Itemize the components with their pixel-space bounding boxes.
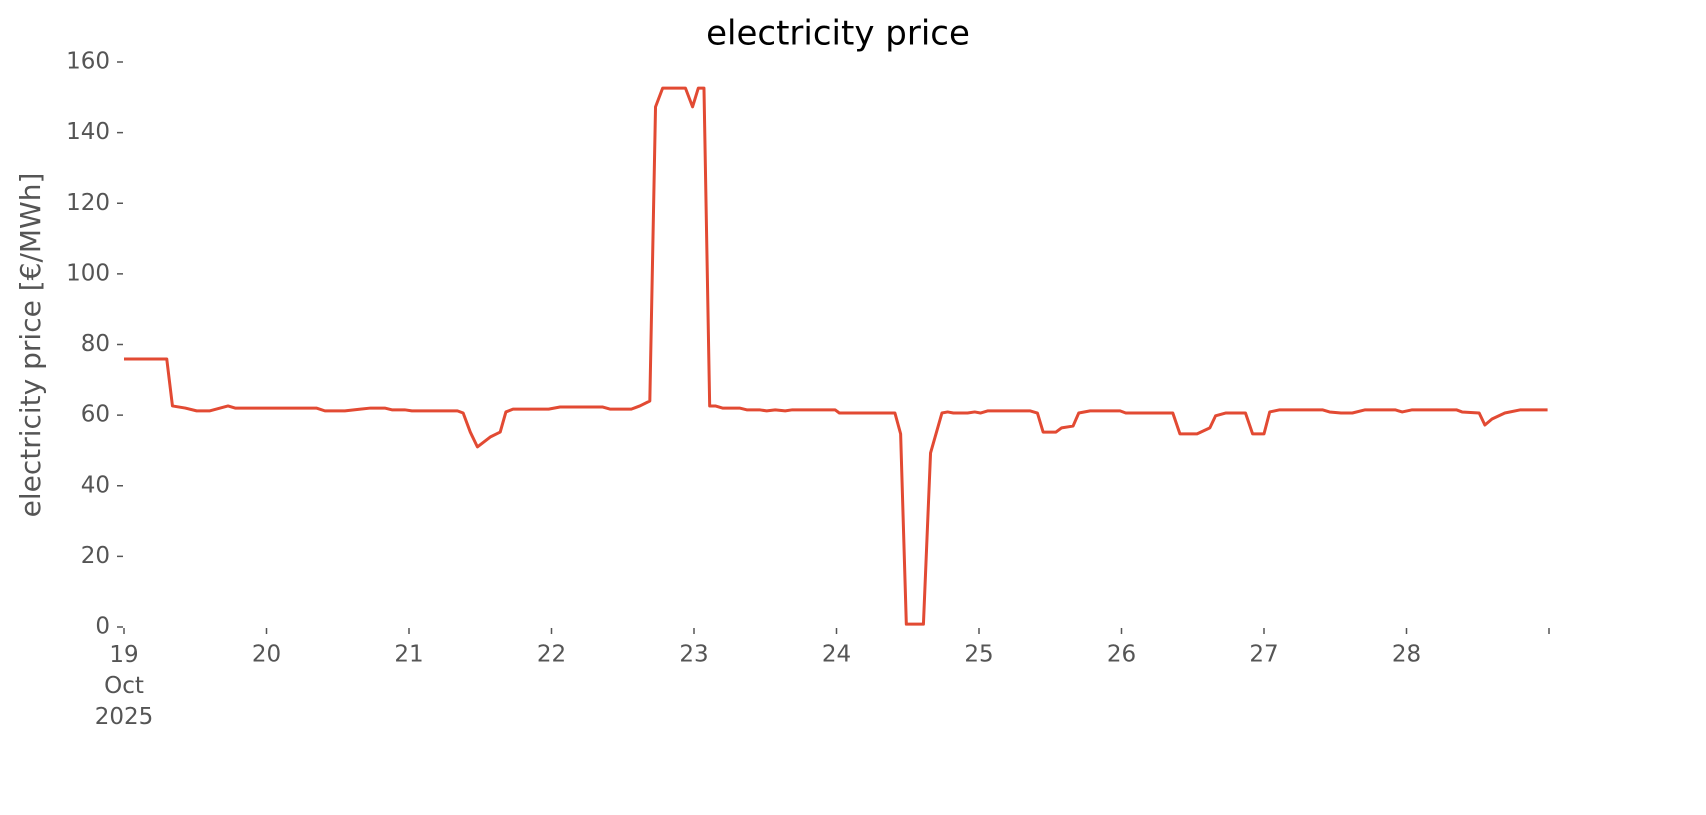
price-line	[124, 86, 1548, 626]
y-tick-label: 20	[81, 543, 110, 569]
y-tick-label: 40	[81, 472, 110, 498]
y-tick-label: 120	[66, 190, 110, 216]
x-tick-label: 23	[679, 642, 708, 668]
chart-title: electricity price	[706, 14, 970, 54]
y-tick-label: 160	[66, 49, 110, 75]
x-tick-label: 26	[1107, 642, 1136, 668]
y-tick-label: 60	[81, 402, 110, 428]
x-tick-label: 21	[394, 642, 423, 668]
x-tick-label: 25	[964, 642, 993, 668]
x-tick-label: 28	[1392, 642, 1421, 668]
x-tick-label: 24	[822, 642, 851, 668]
x-tick-label: 22	[537, 642, 566, 668]
y-tick-label: 80	[81, 331, 110, 357]
x-tick-label: 20	[252, 642, 281, 668]
y-axis-label: electricity price [€/MWh]	[14, 173, 47, 518]
x-tick-label: 27	[1249, 642, 1278, 668]
y-tick-label: 0	[95, 614, 110, 640]
y-tick-label: 140	[66, 119, 110, 145]
x-tick-label: 19 Oct 2025	[95, 642, 154, 730]
y-tick-label: 100	[66, 260, 110, 286]
